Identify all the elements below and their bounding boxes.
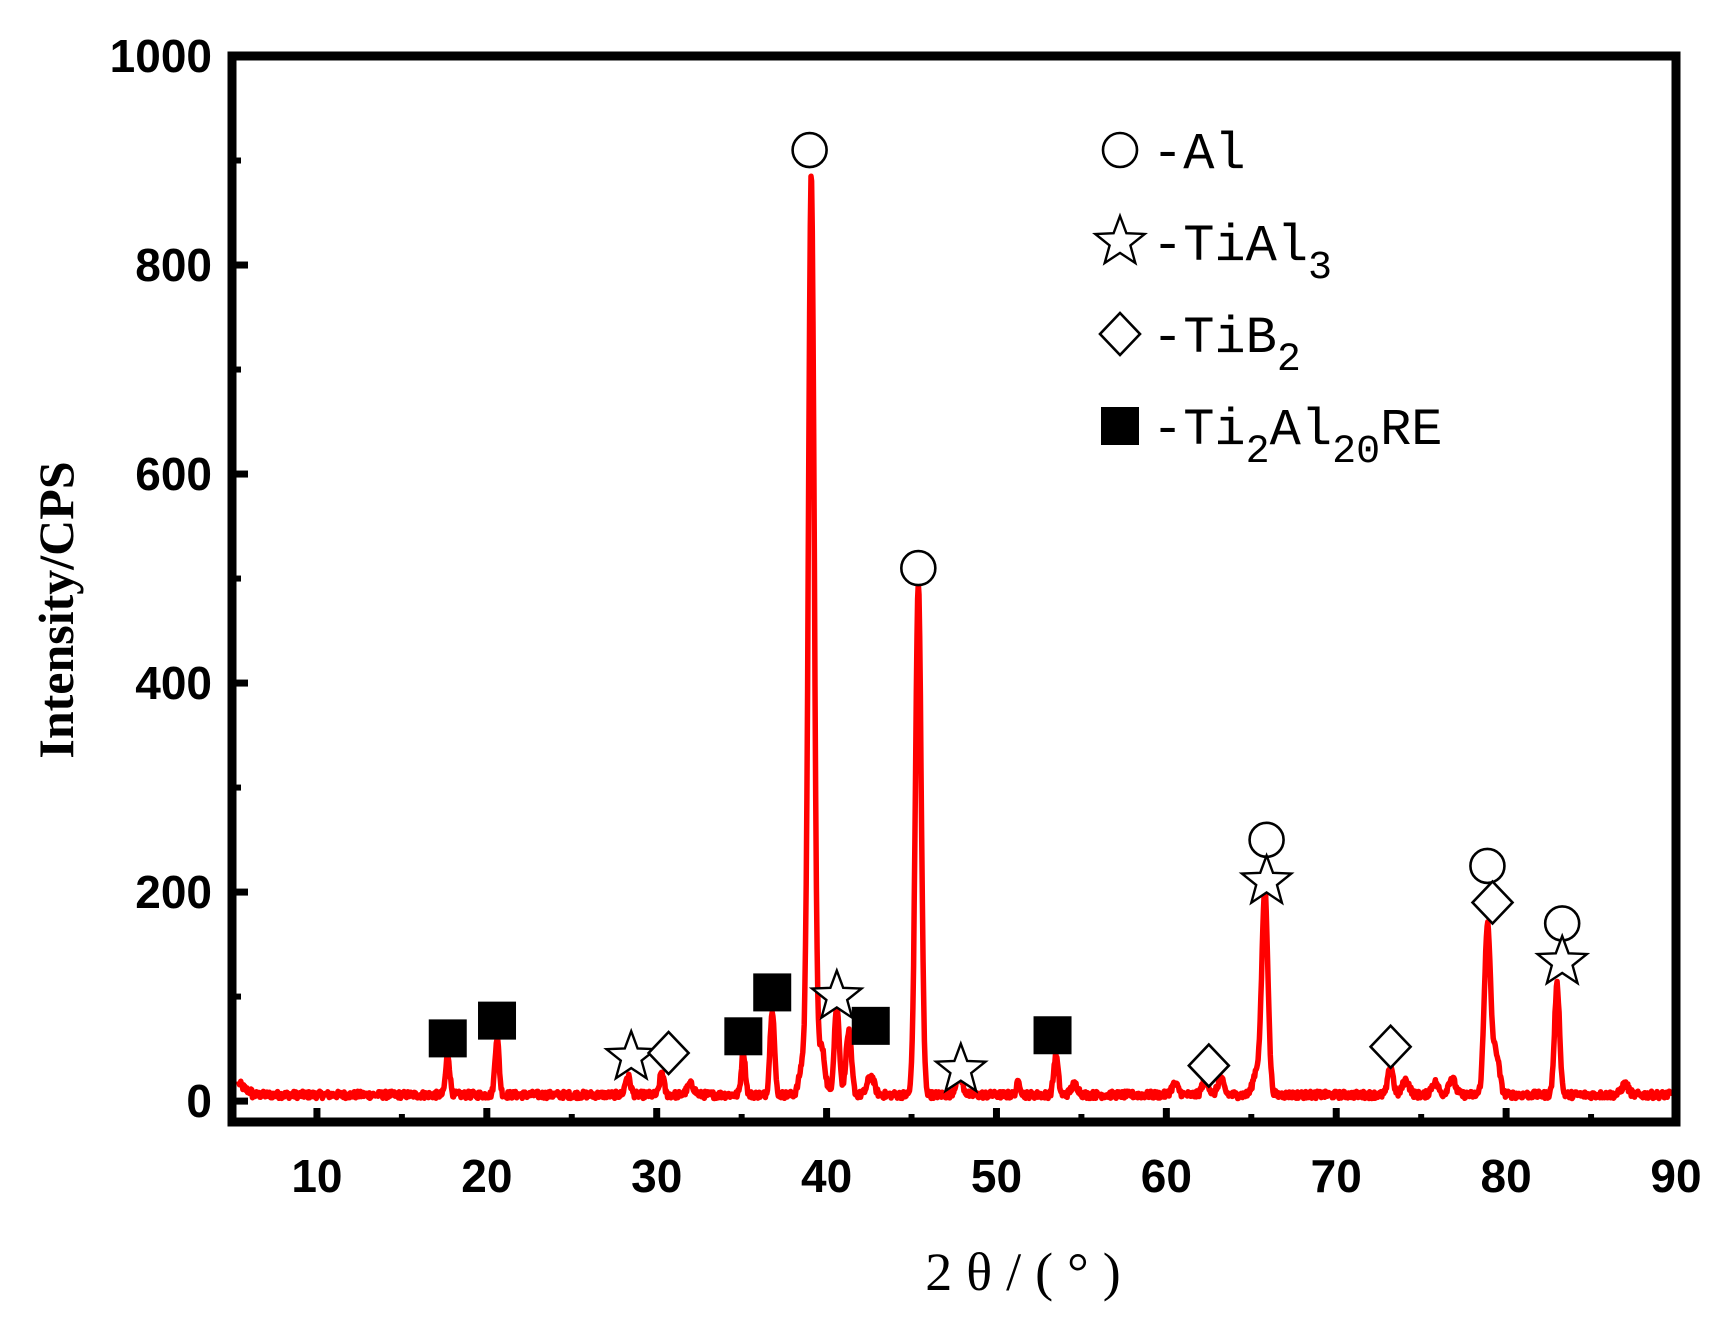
star-peak-marker [808,967,865,1021]
x-tick-label: 80 [1481,1150,1532,1202]
y-tick-label: 0 [186,1075,212,1127]
legend-label: -Ti2Al20RE [1152,401,1443,475]
legend-square-icon [1101,407,1139,445]
circle-peak-marker [1469,847,1506,885]
x-tick-label: 30 [631,1150,682,1202]
y-axis-title: Intensity/CPS [28,461,84,758]
x-tick-label: 20 [461,1150,512,1202]
y-tick-label: 600 [135,448,212,500]
square-peak-marker [1033,1016,1072,1055]
star-peak-marker [932,1040,989,1094]
legend-diamond-icon [1098,311,1142,357]
x-tick-label: 70 [1311,1150,1362,1202]
x-tick-label: 90 [1650,1150,1701,1202]
peak-markers [428,131,1591,1094]
legend: -Al -TiAl3 -TiB2 -Ti2Al20RE [1092,125,1443,475]
data-layer [236,173,1674,1102]
square-peak-marker [753,973,792,1012]
square-peak-marker [724,1017,763,1056]
y-tick-label: 800 [135,239,212,291]
y-tick-label: 400 [135,657,212,709]
circle-peak-marker [900,549,937,587]
x-tick-label: 10 [291,1150,342,1202]
diamond-peak-marker [646,1030,691,1076]
x-axis-title: 2θ/(°) [925,1242,1134,1302]
square-peak-marker [851,1006,890,1045]
star-peak-marker [1534,932,1591,986]
diamond-peak-marker [1470,879,1515,926]
square-peak-marker [478,1001,517,1040]
x-tick-label: 60 [1141,1150,1192,1202]
diamond-peak-marker [1187,1042,1231,1089]
plot-frame [227,51,1681,1127]
legend-label: -TiAl3 [1152,217,1332,291]
circle-peak-marker [791,131,828,169]
y-tick-label: 1000 [110,30,212,82]
legend-star-icon [1092,212,1148,266]
legend-label: -TiB2 [1152,309,1301,383]
diffraction-line [236,173,1674,1102]
circle-peak-marker [1248,821,1285,859]
y-tick-label: 200 [135,866,212,918]
star-peak-marker [603,1027,660,1081]
legend-label: -Al [1152,125,1246,184]
square-peak-marker [428,1019,467,1058]
x-tick-label: 50 [971,1150,1022,1202]
diamond-peak-marker [1368,1023,1413,1070]
star-peak-marker [1238,852,1295,906]
x-tick-label: 40 [801,1150,852,1202]
legend-circle-icon [1101,131,1139,169]
axis-ticks: 10 20 30 40 50 60 70 80 90 0 200 400 600 800 1000 [110,30,1702,1202]
